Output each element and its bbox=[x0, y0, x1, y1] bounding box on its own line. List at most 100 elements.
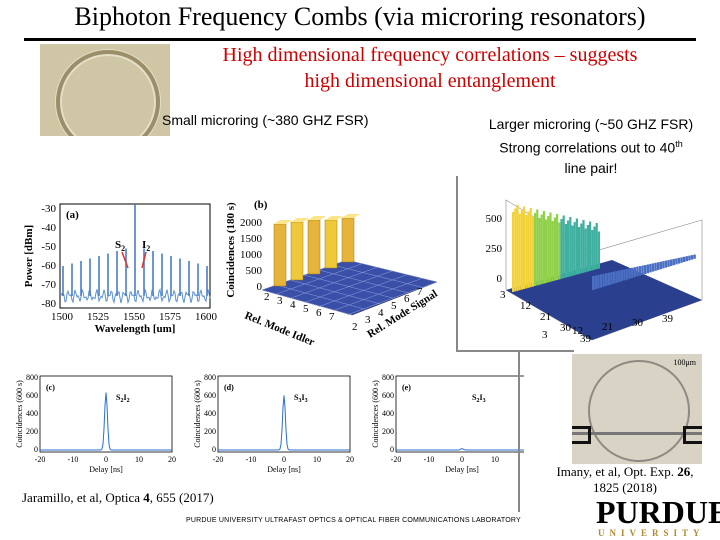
panel-b-gridline bbox=[290, 279, 381, 305]
panel-a-ytick: -60 bbox=[41, 260, 56, 272]
panel-large-ridge bbox=[594, 275, 597, 290]
panel-a-yticks: -30 -40 -50 -60 -70 -80 bbox=[41, 203, 56, 310]
panel-large-peak bbox=[575, 218, 578, 275]
coincidence-ytick: 200 bbox=[26, 427, 38, 436]
panel-a-ytick: -80 bbox=[41, 298, 56, 310]
panel-b-idler-tick: 3 bbox=[277, 295, 283, 307]
panel-large-right-tick: 39 bbox=[662, 313, 674, 325]
panel-b-bar bbox=[341, 217, 355, 263]
panel-large-right-tick: 12 bbox=[572, 325, 583, 337]
panel-b-signal-tick: 5 bbox=[391, 300, 397, 312]
panel-large-ridge bbox=[615, 271, 618, 283]
coincidence-ylabel: Coincidences (600 s) bbox=[193, 380, 202, 448]
panel-large-peak bbox=[531, 216, 534, 287]
subtitle-line-1: High dimensional frequency correlations … bbox=[222, 44, 638, 66]
divider-vertical-lower bbox=[518, 352, 520, 512]
panel-b-bar bbox=[273, 223, 287, 287]
panel-large-peak bbox=[569, 217, 572, 277]
panel-a-s-arrow bbox=[121, 251, 129, 269]
coincidence-frame bbox=[39, 375, 173, 453]
coincidence-xtick: -20 bbox=[213, 455, 224, 464]
panel-large-peak bbox=[523, 206, 526, 289]
panel-b-ztick: 1000 bbox=[240, 249, 263, 261]
panel-b-label: (b) bbox=[254, 199, 268, 211]
coincidence-xlabel: Delay [ns] bbox=[445, 465, 479, 474]
coincidence-xtick: 20 bbox=[168, 455, 176, 464]
panel-large-peak bbox=[567, 220, 570, 277]
panel-b-signal-tick: 4 bbox=[378, 307, 384, 319]
panel-large-left-tick: 21 bbox=[540, 311, 551, 323]
panel-large-ridge bbox=[628, 268, 631, 279]
panel-large-ridge bbox=[646, 264, 649, 274]
panel-b-bar-top bbox=[291, 218, 309, 222]
coincidence-xtick: 10 bbox=[135, 455, 143, 464]
panel-large-peak bbox=[591, 230, 594, 271]
coincidence-label: (d) bbox=[224, 383, 234, 392]
panel-large-ridge bbox=[618, 270, 621, 282]
bus-waveguide bbox=[572, 432, 702, 435]
panel-b-gridline bbox=[346, 259, 438, 283]
panel-large-peak bbox=[547, 216, 550, 283]
panel-b-idler-tick: 7 bbox=[329, 311, 335, 323]
panel-large-peak bbox=[586, 225, 589, 272]
coincidence-xtick: 20 bbox=[346, 455, 354, 464]
coincidence-label: (c) bbox=[46, 383, 55, 392]
panel-a-i-label: I2 bbox=[142, 239, 150, 253]
panel-large-peak bbox=[545, 219, 548, 283]
panel-b-gridline bbox=[276, 284, 367, 310]
panel-large-ridge bbox=[685, 256, 688, 262]
panel-large-peak bbox=[562, 215, 565, 279]
panel-b-bar-top bbox=[308, 216, 326, 220]
panel-large-ridge bbox=[672, 258, 675, 266]
small-microring-photo bbox=[40, 44, 170, 136]
panel-large-ridge bbox=[607, 272, 610, 286]
panel-large-peak bbox=[553, 217, 556, 281]
panel-large-ridge bbox=[631, 267, 634, 278]
panel-large-peak bbox=[540, 214, 543, 285]
panel-a-s-label: S2 bbox=[115, 239, 125, 253]
panel-large-ridge bbox=[659, 261, 662, 270]
panel-large-ridge bbox=[641, 265, 644, 275]
panel-b-ztick: 2000 bbox=[240, 217, 263, 229]
panel-a-xticks: 1500 1525 1550 1575 1600 bbox=[51, 311, 218, 323]
coincidence-ytick: 0 bbox=[34, 445, 38, 454]
microring-shape bbox=[56, 50, 160, 136]
coincidence-ytick: 600 bbox=[26, 391, 38, 400]
panel-large-ridge bbox=[675, 258, 678, 265]
panel-large-peak bbox=[593, 226, 596, 270]
panel-large-zticks: 500 250 0 bbox=[486, 213, 503, 285]
panel-b-idler-tick: 6 bbox=[316, 307, 322, 319]
panel-b-idler-label: Rel. Mode Idler bbox=[243, 310, 316, 349]
divider-vertical bbox=[456, 176, 458, 352]
large-microring-photo: 100μm bbox=[572, 354, 702, 464]
panel-large-peak bbox=[527, 211, 530, 288]
subtitle-line-2: high dimensional entanglement bbox=[304, 70, 556, 92]
panel-b-zlabel: Coincidences (180 s) bbox=[225, 202, 237, 298]
panel-large-peak bbox=[558, 222, 561, 280]
panel-large-peak bbox=[597, 231, 600, 269]
panel-large-ridge bbox=[612, 271, 616, 284]
panel-large-ridge bbox=[599, 274, 603, 288]
panel-b-gridline bbox=[261, 289, 353, 316]
panel-large-left-tick: 30 bbox=[560, 322, 572, 334]
coincidence-ytick: 200 bbox=[382, 427, 394, 436]
slide-title: Biphoton Frequency Combs (via microring … bbox=[74, 2, 646, 31]
panel-large-surface: 500 250 0 3 12 21 30 39 39 30 21 12 3 bbox=[486, 199, 703, 345]
panel-b-3d-bars: (b) 2000 1500 1000 500 0 Coincidences (180 s… bbox=[225, 199, 440, 349]
panel-b-gridline bbox=[332, 264, 423, 288]
panel-large-peak bbox=[529, 208, 532, 288]
panel-large-ridge bbox=[610, 272, 613, 285]
coincidence-ylabel: Coincidences (600 s) bbox=[371, 380, 380, 448]
panel-large-ridge bbox=[657, 262, 660, 270]
panel-large-peak bbox=[514, 208, 517, 292]
large-label-line-2: Strong correlations out to 40th bbox=[466, 134, 716, 158]
panel-large-peak bbox=[512, 212, 515, 292]
panel-b-bar bbox=[324, 219, 338, 269]
panel-large-left-ticks: 3 12 21 30 39 bbox=[500, 289, 592, 345]
panel-large-peak bbox=[542, 211, 545, 284]
panel-large-peak bbox=[556, 214, 559, 280]
panel-large-peak bbox=[571, 225, 574, 276]
panel-large-ridge bbox=[592, 276, 595, 290]
